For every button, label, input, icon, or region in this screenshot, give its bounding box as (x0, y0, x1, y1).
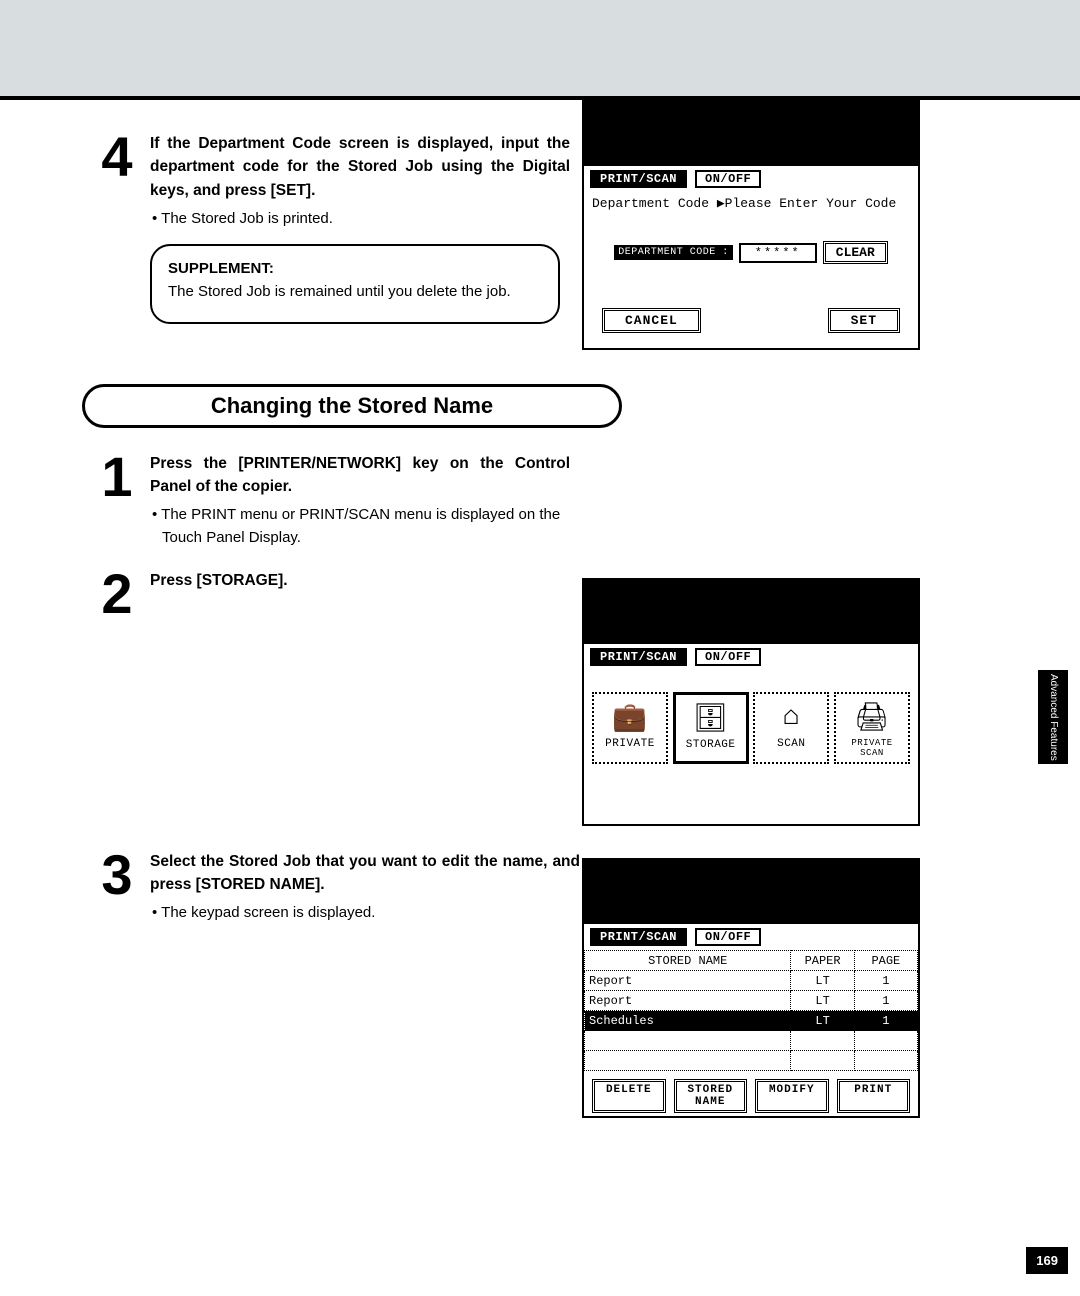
cell-name: Report (585, 971, 791, 991)
section-heading: Changing the Stored Name (82, 384, 622, 428)
page-header-bar (0, 0, 1080, 100)
lcd-screen-stored-jobs: PRINT/SCAN ON/OFF STORED NAME PAPER PAGE… (582, 858, 920, 1118)
cell-page (854, 1031, 917, 1051)
delete-button[interactable]: DELETE (592, 1079, 666, 1113)
page-content: 4 If the Department Code screen is displ… (0, 100, 1080, 925)
cell-page: 1 (854, 971, 917, 991)
step-1-bullet: The PRINT menu or PRINT/SCAN menu is dis… (150, 504, 570, 549)
cell-paper: LT (791, 971, 854, 991)
side-tab: Advanced Features (1038, 670, 1068, 764)
briefcase-icon: 💼 (596, 700, 664, 734)
cell-paper (791, 1031, 854, 1051)
table-row[interactable]: ReportLT1 (585, 991, 918, 1011)
dept-code-message: Department Code ▶Please Enter Your Code (584, 192, 918, 215)
cabinet-icon: 🗄 (678, 701, 744, 735)
scan-label: SCAN (757, 738, 825, 750)
print-scan-tab[interactable]: PRINT/SCAN (590, 170, 687, 188)
col-paper: PAPER (791, 951, 854, 971)
step-2-title: Press [STORAGE]. (150, 569, 570, 592)
scan-button[interactable]: ⌂ SCAN (753, 692, 829, 764)
dept-code-label: DEPARTMENT CODE : (614, 245, 733, 260)
supplement-title: SUPPLEMENT: (168, 260, 542, 277)
page-number: 169 (1026, 1247, 1068, 1274)
cell-paper (791, 1051, 854, 1071)
table-row[interactable] (585, 1031, 918, 1051)
step-1: 1 Press the [PRINTER/NETWORK] key on the… (0, 452, 1080, 550)
step-1-title: Press the [PRINTER/NETWORK] key on the C… (150, 452, 570, 499)
cell-paper: LT (791, 991, 854, 1011)
step-3-title: Select the Stored Job that you want to e… (150, 850, 580, 897)
storage-button[interactable]: 🗄 STORAGE (673, 692, 749, 764)
private-scan-label: PRIVATE SCAN (838, 738, 906, 758)
step-3-number: 3 (92, 850, 142, 900)
cancel-button[interactable]: CANCEL (602, 308, 701, 333)
cell-name (585, 1031, 791, 1051)
step-2-number: 2 (92, 569, 142, 619)
table-row[interactable]: SchedulesLT1 (585, 1011, 918, 1031)
col-stored-name: STORED NAME (585, 951, 791, 971)
storage-label: STORAGE (678, 739, 744, 751)
clear-button[interactable]: CLEAR (823, 241, 888, 264)
cell-page (854, 1051, 917, 1071)
modify-button[interactable]: MODIFY (755, 1079, 829, 1113)
scanner-icon: ⌂ (757, 700, 825, 734)
step-1-number: 1 (92, 452, 142, 502)
private-button[interactable]: 💼 PRIVATE (592, 692, 668, 764)
table-row[interactable]: ReportLT1 (585, 971, 918, 991)
step-4-number: 4 (92, 132, 142, 182)
step-4-title: If the Department Code screen is display… (150, 132, 570, 202)
cell-page: 1 (854, 1011, 917, 1031)
print-scan-tab-3[interactable]: PRINT/SCAN (590, 928, 687, 946)
step-3-bullet: The keypad screen is displayed. (150, 902, 570, 925)
set-button[interactable]: SET (828, 308, 900, 333)
supplement-box: SUPPLEMENT: The Stored Job is remained u… (150, 244, 560, 324)
stored-name-button[interactable]: STORED NAME (674, 1079, 748, 1113)
private-label: PRIVATE (596, 738, 664, 750)
print-button[interactable]: PRINT (837, 1079, 911, 1113)
step-4-bullet: The Stored Job is printed. (150, 208, 570, 231)
cell-page: 1 (854, 991, 917, 1011)
col-page: PAGE (854, 951, 917, 971)
on-off-tab-2[interactable]: ON/OFF (695, 648, 761, 666)
table-row[interactable] (585, 1051, 918, 1071)
private-scan-icon: 🖨 (838, 700, 906, 734)
private-scan-button[interactable]: 🖨 PRIVATE SCAN (834, 692, 910, 764)
lcd-screen-menu: PRINT/SCAN ON/OFF 💼 PRIVATE 🗄 STORAGE ⌂ … (582, 578, 920, 826)
stored-jobs-table: STORED NAME PAPER PAGE ReportLT1ReportLT… (584, 950, 918, 1071)
dept-code-value: ***** (739, 243, 817, 263)
cell-paper: LT (791, 1011, 854, 1031)
lcd-screen-dept-code: PRINT/SCAN ON/OFF Department Code ▶Pleas… (582, 100, 920, 350)
cell-name: Schedules (585, 1011, 791, 1031)
supplement-text: The Stored Job is remained until you del… (168, 281, 542, 304)
cell-name (585, 1051, 791, 1071)
on-off-tab-3[interactable]: ON/OFF (695, 928, 761, 946)
cell-name: Report (585, 991, 791, 1011)
on-off-tab[interactable]: ON/OFF (695, 170, 761, 188)
print-scan-tab-2[interactable]: PRINT/SCAN (590, 648, 687, 666)
